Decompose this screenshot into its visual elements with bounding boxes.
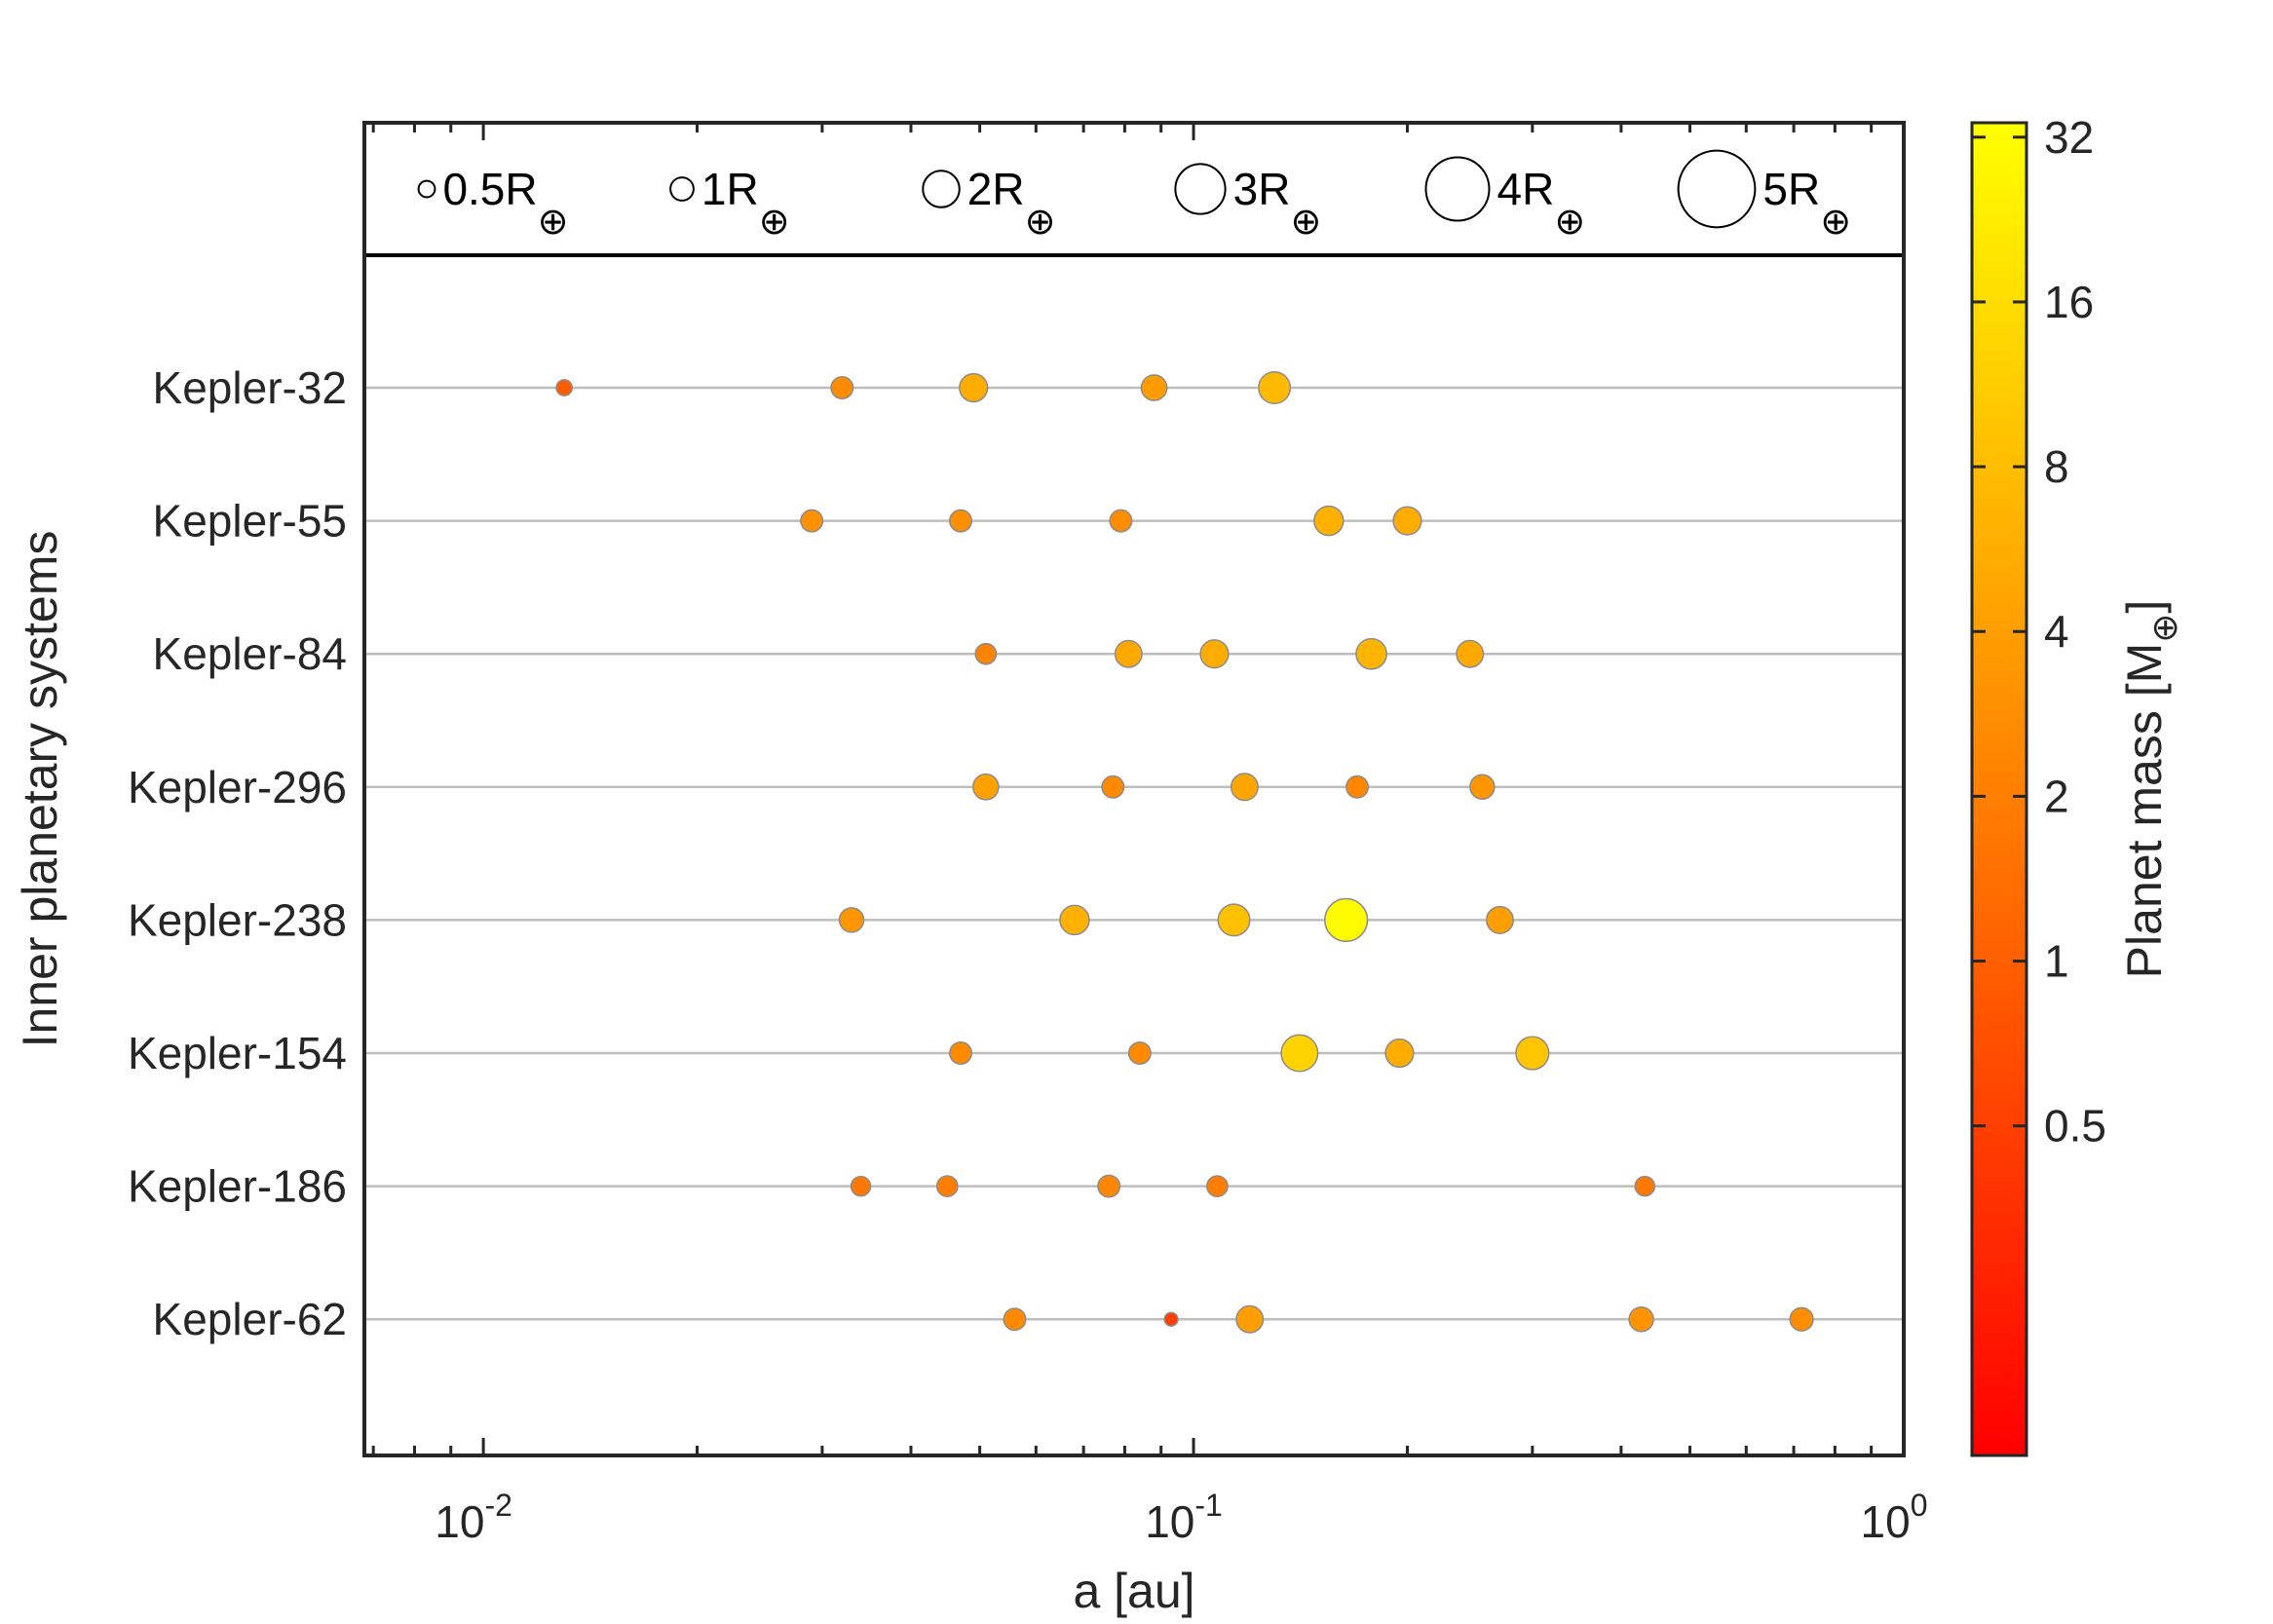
x-axis-label: a [au]	[1073, 1564, 1194, 1618]
legend-size-marker	[669, 176, 695, 202]
legend-size-marker	[1424, 156, 1491, 222]
planet-point	[1199, 639, 1230, 669]
y-axis-label: Inner planetary systems	[13, 531, 67, 1048]
planet-point	[1258, 371, 1292, 404]
legend-size-marker	[417, 179, 436, 199]
y-tick-label: Kepler-186	[128, 1161, 347, 1212]
planet-point	[959, 372, 989, 403]
planet-point	[800, 509, 824, 533]
x-tick-label: 100	[1861, 1488, 1928, 1547]
planet-point	[830, 376, 854, 399]
y-tick-labels: Kepler-32 Kepler-55 Kepler-84 Kepler-296 Kep…	[128, 362, 347, 1344]
planet-point	[935, 1175, 959, 1197]
y-tick-label: Kepler-62	[153, 1294, 347, 1344]
x-tick-label: 10-2	[435, 1488, 512, 1547]
colorbar-tick-label: 4	[2044, 606, 2069, 657]
planet-point	[1355, 637, 1387, 670]
planet-point	[838, 907, 865, 933]
colorbar	[1970, 121, 2028, 1457]
planet-point	[1485, 905, 1514, 934]
colorbar-ticks: 0.5 1 2 4 8 16 32	[1972, 112, 2106, 1152]
y-tick-label: Kepler-84	[153, 628, 347, 679]
colorbar-tick-label: 1	[2044, 936, 2069, 987]
plot-area	[364, 123, 1904, 1455]
legend-size-label: 3R⊕	[1233, 164, 1322, 243]
planet-point	[1059, 904, 1090, 936]
planet-point	[1634, 1175, 1656, 1197]
planet-point	[949, 1041, 973, 1065]
planet-point	[1789, 1306, 1814, 1332]
colorbar-label-sub: ⊕	[2144, 614, 2184, 643]
y-tick-label: Kepler-32	[153, 362, 347, 413]
y-tick-label: Kepler-55	[153, 496, 347, 547]
planet-point	[1097, 1174, 1121, 1198]
planet-point	[1003, 1307, 1027, 1332]
x-tick-labels: 10-2 10-1 100	[435, 1488, 1927, 1547]
colorbar-tick-label: 8	[2044, 441, 2069, 492]
planet-point	[1235, 1304, 1265, 1334]
colorbar-label: Planet mass [M⊕]	[2117, 600, 2184, 979]
y-tick-label: Kepler-238	[128, 894, 347, 945]
plot-frame	[362, 121, 1906, 1457]
colorbar-label-main: Planet mass [M	[2117, 643, 2172, 979]
planet-points	[555, 371, 1814, 1334]
planet-point	[1313, 505, 1345, 537]
planet-point	[949, 509, 973, 533]
planet-point	[1114, 639, 1143, 668]
colorbar-tick-label: 2	[2044, 771, 2069, 821]
planet-point	[1456, 639, 1485, 668]
planet-point	[1345, 774, 1370, 799]
planet-point	[1109, 509, 1133, 533]
legend-size-label: 4R⊕	[1497, 164, 1586, 243]
colorbar-tick-label: 32	[2044, 112, 2094, 163]
planet-point	[1140, 374, 1168, 401]
planet-point	[972, 773, 1000, 801]
legend-size-label: 0.5R⊕	[442, 164, 568, 243]
planet-point	[555, 379, 574, 397]
colorbar-tick-label: 16	[2044, 277, 2094, 327]
colorbar-tick-label: 0.5	[2044, 1101, 2106, 1152]
legend-size-marker	[922, 170, 961, 208]
planet-point	[1628, 1305, 1654, 1333]
legend-size-label: 1R⊕	[701, 164, 790, 243]
planet-point	[1101, 774, 1125, 799]
planet-point	[1280, 1034, 1319, 1073]
planet-point	[1515, 1036, 1550, 1071]
legend-size-label: 5R⊕	[1762, 164, 1851, 243]
planet-point	[1206, 1175, 1229, 1197]
planet-point	[974, 642, 998, 665]
planet-point	[850, 1175, 872, 1197]
legend-size-marker	[1174, 163, 1227, 215]
planet-point	[1127, 1041, 1152, 1065]
planet-point	[1230, 773, 1259, 802]
colorbar-label-end: ]	[2117, 600, 2172, 614]
planet-point	[1163, 1311, 1179, 1327]
planet-point	[1384, 1038, 1415, 1069]
planet-point	[1392, 506, 1422, 536]
x-tick-label: 10-1	[1145, 1488, 1223, 1547]
planet-point	[1469, 774, 1496, 801]
size-legend: 0.5R⊕ 1R⊕ 2R⊕ 3R⊕ 4R⊕ 5R⊕	[417, 149, 1851, 243]
legend-size-label: 2R⊕	[967, 164, 1056, 243]
y-tick-label: Kepler-154	[128, 1028, 347, 1078]
planet-point	[1217, 903, 1251, 937]
planet-point	[1324, 897, 1369, 943]
legend-size-marker	[1677, 149, 1757, 229]
y-tick-label: Kepler-296	[128, 762, 347, 812]
